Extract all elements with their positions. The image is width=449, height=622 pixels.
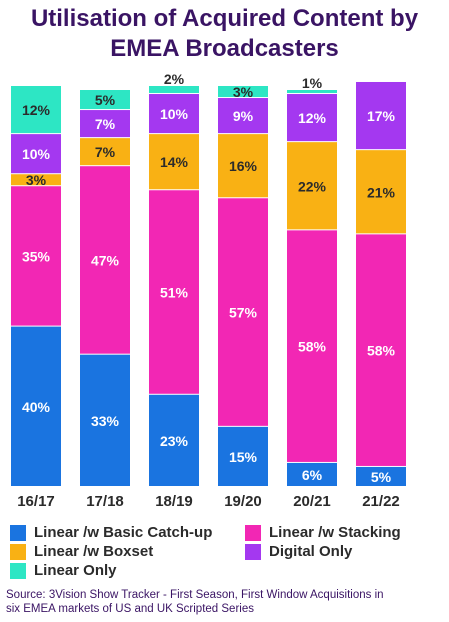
data-label: 58% <box>298 339 327 355</box>
bar-segment-18-19-series-2 <box>149 134 199 190</box>
data-label: 6% <box>302 467 323 483</box>
bar-segment-20-21-series-3 <box>287 94 337 142</box>
data-label: 47% <box>91 252 120 268</box>
bar-segment-16-17-series-2 <box>11 174 61 186</box>
x-tick-label: 16/17 <box>17 493 55 510</box>
bar-segment-18-19-series-4 <box>149 86 199 94</box>
bar-segment-16-17-series-4 <box>11 86 61 134</box>
x-tick-label: 17/18 <box>86 493 124 510</box>
data-label: 12% <box>298 110 327 126</box>
data-label: 51% <box>160 285 189 301</box>
data-label: 15% <box>229 449 258 465</box>
data-label: 9% <box>233 108 254 124</box>
bar-segment-20-21-series-2 <box>287 142 337 230</box>
data-label: 33% <box>91 413 120 429</box>
data-label: 21% <box>367 184 396 200</box>
source-note: Source: 3Vision Show Tracker - First Sea… <box>6 588 446 616</box>
x-tick-label: 18/19 <box>155 493 193 510</box>
bar-segment-18-19-series-3 <box>149 94 199 134</box>
legend-swatch <box>245 524 261 541</box>
bar-segment-16-17-series-1 <box>11 186 61 326</box>
chart-title-line2: EMEA Broadcasters <box>110 35 339 62</box>
data-label: 7% <box>95 144 116 160</box>
x-tick-label: 20/21 <box>293 493 331 510</box>
data-label: 5% <box>95 92 116 108</box>
legend-swatch <box>245 543 261 560</box>
bar-segment-18-19-series-1 <box>149 190 199 394</box>
x-tick-label: 21/22 <box>362 493 400 510</box>
bar-segment-17-18-series-2 <box>80 138 130 166</box>
data-label: 1% <box>302 75 323 91</box>
bar-segment-16-17-series-3 <box>11 134 61 174</box>
bar-segment-21-22-series-2 <box>356 150 406 234</box>
legend-item: Digital Only <box>245 543 352 560</box>
bar-segment-19-20-series-0 <box>218 426 268 486</box>
bar-segment-17-18-series-3 <box>80 110 130 138</box>
data-label: 22% <box>298 178 327 194</box>
legend-label: Linear /w Stacking <box>269 524 401 541</box>
chart-title: Utilisation of Acquired Content by EMEA … <box>0 4 449 64</box>
bar-segment-19-20-series-1 <box>218 198 268 426</box>
data-label: 10% <box>22 146 51 162</box>
bar-segment-18-19-series-0 <box>149 394 199 486</box>
bar-segment-20-21-series-0 <box>287 462 337 486</box>
data-label: 14% <box>160 154 189 170</box>
legend-item: Linear /w Boxset <box>10 543 153 560</box>
bar-segment-17-18-series-0 <box>80 354 130 486</box>
data-label: 7% <box>95 116 116 132</box>
bar-segment-19-20-series-4 <box>218 86 268 98</box>
legend-item: Linear /w Basic Catch-up <box>10 524 212 541</box>
legend-label: Linear /w Boxset <box>34 543 154 560</box>
data-label: 57% <box>229 305 258 321</box>
data-label: 3% <box>233 84 254 100</box>
data-label: 35% <box>22 248 51 264</box>
data-label: 17% <box>367 108 396 124</box>
bar-segment-16-17-series-0 <box>11 326 61 486</box>
data-label: 16% <box>229 158 258 174</box>
legend-swatch <box>10 562 26 579</box>
bar-segment-19-20-series-3 <box>218 98 268 134</box>
bar-segment-17-18-series-1 <box>80 166 130 354</box>
source-line1: Source: 3Vision Show Tracker - First Sea… <box>6 589 384 601</box>
chart-title-line1: Utilisation of Acquired Content by <box>30 5 419 32</box>
data-label: 12% <box>22 102 51 118</box>
bar-segment-17-18-series-4 <box>80 90 130 110</box>
source-line2: six EMEA markets of US and UK Scripted S… <box>6 603 254 615</box>
bar-segment-19-20-series-2 <box>218 134 268 198</box>
bar-segment-20-21-series-1 <box>287 230 337 462</box>
legend-label: Linear Only <box>34 562 117 579</box>
legend-swatch <box>10 524 26 541</box>
legend-swatch <box>10 543 26 560</box>
x-tick-label: 19/20 <box>224 493 262 510</box>
legend-item: Linear /w Stacking <box>245 524 401 541</box>
data-label: 23% <box>160 433 189 449</box>
data-label: 2% <box>164 71 185 87</box>
data-label: 10% <box>160 106 189 122</box>
bar-segment-21-22-series-0 <box>356 466 406 486</box>
bar-segment-20-21-series-4 <box>287 90 337 94</box>
legend-item: Linear Only <box>10 562 117 579</box>
data-label: 3% <box>26 172 47 188</box>
data-label: 5% <box>371 469 392 485</box>
bar-segment-21-22-series-3 <box>356 81 406 150</box>
bar-segment-21-22-series-1 <box>356 234 406 466</box>
data-label: 40% <box>22 399 51 415</box>
data-label: 58% <box>367 343 396 359</box>
legend-label: Linear /w Basic Catch-up <box>34 524 213 541</box>
legend-label: Digital Only <box>269 543 353 560</box>
